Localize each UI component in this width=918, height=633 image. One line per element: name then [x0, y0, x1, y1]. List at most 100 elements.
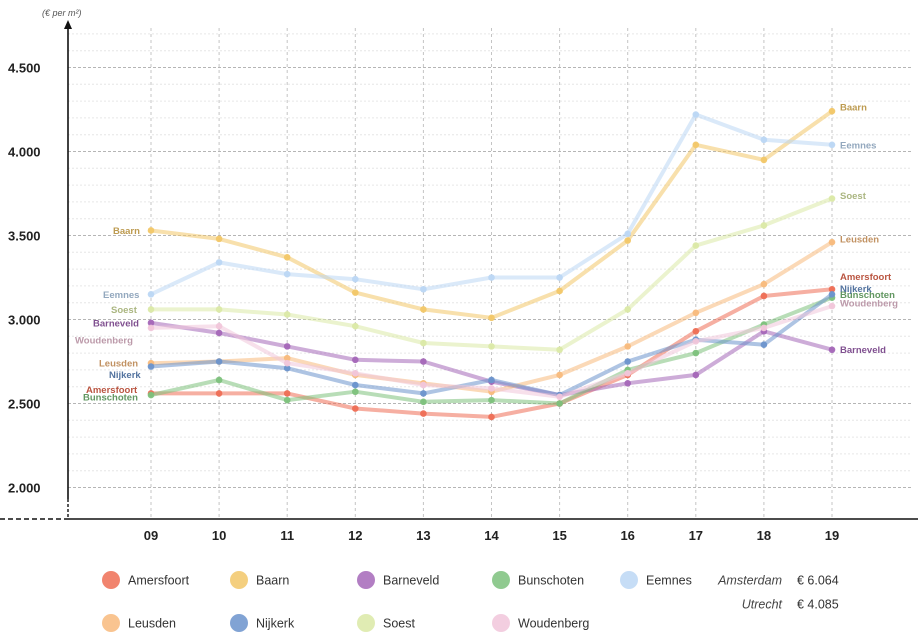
point-bunschoten	[352, 388, 359, 396]
legend-marker-leusden	[102, 614, 120, 632]
point-woudenberg	[147, 324, 155, 332]
point-leusden	[556, 371, 563, 379]
reference-city: Utrecht	[742, 598, 783, 612]
point-barneveld	[283, 343, 291, 350]
point-soest	[488, 343, 495, 350]
x-tick-label: 17	[689, 528, 703, 543]
end-label-baarn: Baarn	[840, 103, 867, 114]
point-bunschoten	[147, 391, 155, 399]
point-baarn	[760, 156, 768, 164]
point-woudenberg	[352, 369, 359, 377]
end-label-leusden: Leusden	[840, 235, 879, 246]
x-tick-label: 19	[825, 528, 839, 543]
x-tick-label: 18	[757, 528, 771, 543]
point-amersfoort	[215, 390, 223, 397]
point-bunschoten	[420, 398, 427, 406]
x-tick-label: 13	[416, 528, 430, 543]
axes: 2.000 2.500 3.000 3.500 4.000 4.500 09 10 11 12 13…	[0, 8, 918, 543]
point-nijkerk	[828, 291, 836, 298]
reference-price: € 4.085	[797, 598, 839, 612]
point-nijkerk	[215, 358, 223, 365]
y-tick-label: 2.000	[8, 481, 41, 496]
point-eemnes	[760, 136, 768, 144]
start-label-baarn: Baarn	[113, 226, 140, 237]
legend-label-nijkerk: Nijkerk	[256, 617, 295, 631]
point-amersfoort	[283, 390, 291, 397]
point-eemnes	[147, 291, 155, 298]
point-nijkerk	[624, 358, 631, 365]
x-tick-label: 09	[144, 528, 158, 543]
x-tick-label: 11	[280, 528, 294, 543]
point-nijkerk	[760, 341, 768, 349]
legend-item-nijkerk: Nijkerk	[230, 614, 295, 632]
end-label-eemnes: Eemnes	[840, 140, 876, 151]
x-tick-label: 12	[348, 528, 362, 543]
x-tick-label: 14	[484, 528, 499, 543]
legend: Amersfoort Baarn Barneveld Bunschoten Eemnes…	[102, 571, 692, 632]
point-soest	[556, 346, 563, 354]
y-axis-unit: (€ per m²)	[42, 8, 82, 18]
x-tick-label: 16	[620, 528, 634, 543]
point-baarn	[352, 289, 359, 296]
point-nijkerk	[352, 381, 359, 389]
point-barneveld	[828, 346, 836, 354]
legend-marker-amersfoort	[102, 571, 120, 589]
point-barneveld	[147, 319, 155, 327]
point-soest	[692, 242, 700, 249]
point-woudenberg	[215, 322, 223, 330]
point-woudenberg	[624, 369, 631, 377]
legend-item-amersfoort: Amersfoort	[102, 571, 190, 589]
legend-item-baarn: Baarn	[230, 571, 289, 589]
legend-label-woudenberg: Woudenberg	[518, 617, 589, 631]
start-label-woudenberg: Woudenberg	[75, 335, 133, 346]
legend-label-bunschoten: Bunschoten	[518, 574, 584, 588]
end-label-bunschoten: Bunschoten	[840, 290, 895, 301]
point-barneveld	[420, 358, 427, 365]
point-eemnes	[556, 274, 563, 281]
point-soest	[147, 306, 155, 313]
legend-item-woudenberg: Woudenberg	[492, 614, 589, 632]
point-soest	[828, 195, 836, 202]
legend-label-leusden: Leusden	[128, 617, 176, 631]
start-label-leusden: Leusden	[99, 359, 138, 370]
point-barneveld	[352, 356, 359, 364]
point-baarn	[488, 314, 495, 322]
point-barneveld	[692, 371, 700, 379]
point-bunschoten	[692, 349, 700, 357]
y-tick-label: 2.500	[8, 397, 41, 412]
point-amersfoort	[760, 292, 768, 300]
point-leusden	[692, 309, 700, 317]
point-woudenberg	[556, 393, 563, 401]
point-amersfoort	[352, 405, 359, 412]
legend-item-barneveld: Barneveld	[357, 571, 439, 589]
point-baarn	[283, 254, 291, 261]
legend-label-amersfoort: Amersfoort	[128, 574, 190, 588]
legend-item-bunschoten: Bunschoten	[492, 571, 584, 589]
point-amersfoort	[488, 413, 495, 421]
point-amersfoort	[692, 327, 700, 335]
legend-label-baarn: Baarn	[256, 574, 289, 588]
point-baarn	[147, 227, 155, 234]
point-bunschoten	[556, 400, 563, 407]
point-leusden	[760, 280, 768, 288]
start-label-bunschoten: Bunschoten	[83, 393, 138, 404]
point-woudenberg	[420, 381, 427, 389]
point-eemnes	[420, 285, 427, 293]
point-woudenberg	[760, 324, 768, 332]
y-tick-label: 3.000	[8, 313, 41, 328]
reference-city: Amsterdam	[717, 574, 782, 588]
point-nijkerk	[147, 363, 155, 370]
point-eemnes	[283, 270, 291, 278]
legend-marker-soest	[357, 614, 375, 632]
y-tick-label: 4.500	[8, 61, 41, 76]
point-soest	[283, 311, 291, 318]
end-label-soest: Soest	[840, 191, 867, 202]
point-eemnes	[624, 230, 631, 238]
point-baarn	[556, 287, 563, 295]
series-lines	[147, 107, 836, 421]
point-amersfoort	[828, 285, 836, 293]
point-nijkerk	[283, 364, 291, 372]
legend-label-soest: Soest	[383, 617, 415, 631]
start-label-eemnes: Eemnes	[103, 290, 139, 301]
